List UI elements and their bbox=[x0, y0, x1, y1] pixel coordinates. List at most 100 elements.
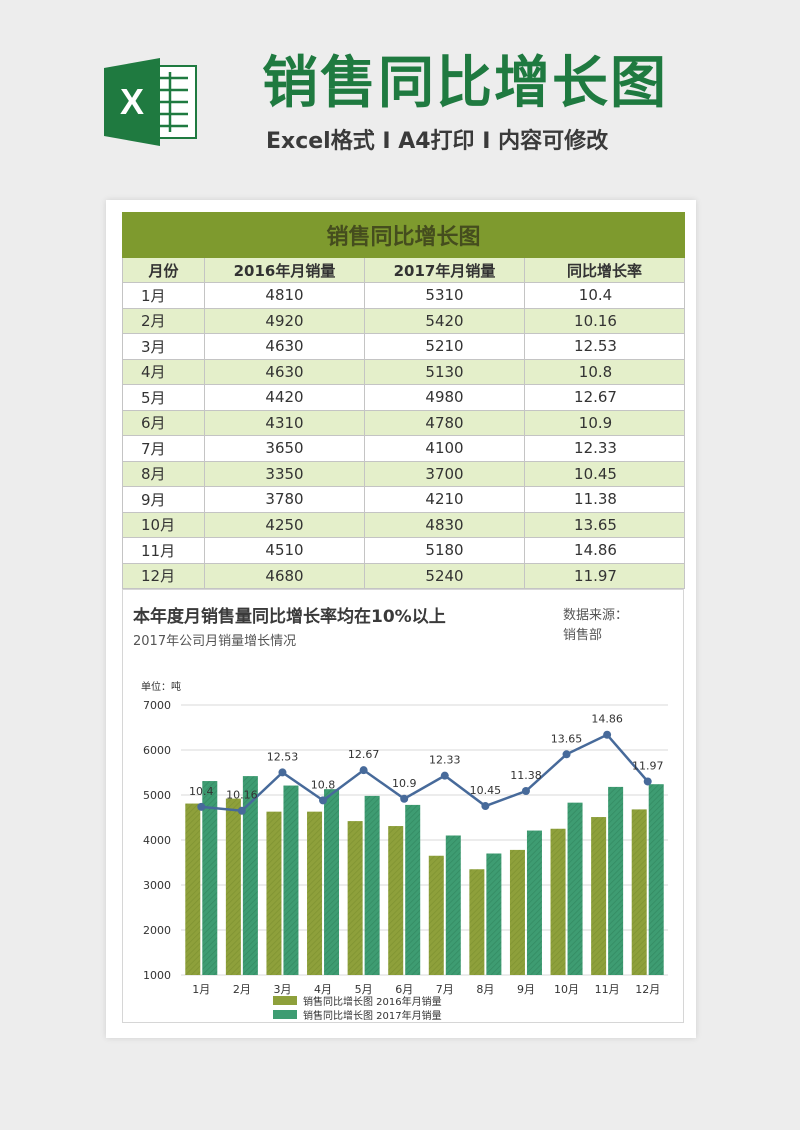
sales-2017-cell: 4980 bbox=[364, 384, 525, 411]
growth-rate-cell: 12.67 bbox=[523, 384, 686, 411]
bar-2017 bbox=[445, 835, 461, 975]
bar-2016 bbox=[509, 849, 525, 975]
table-header-row: 月份 2016年月销量 2017年月销量 同比增长率 bbox=[122, 257, 686, 283]
table-row: 2月 4920 5420 10.16 bbox=[122, 307, 686, 334]
growth-data-label: 12.53 bbox=[267, 750, 299, 763]
page-title: 销售同比增长图 bbox=[262, 51, 668, 116]
table-row: 9月 3780 4210 11.38 bbox=[122, 486, 686, 513]
sales-2017-cell: 5210 bbox=[364, 333, 525, 360]
bar-2016 bbox=[307, 811, 323, 975]
sales-2017-cell: 4780 bbox=[364, 409, 525, 436]
growth-point bbox=[440, 771, 449, 780]
sales-2017-cell: 5310 bbox=[364, 282, 525, 309]
sales-2016-cell: 4250 bbox=[204, 511, 365, 538]
growth-point bbox=[237, 806, 246, 815]
legend-swatch-2016 bbox=[273, 996, 297, 1005]
growth-rate-cell: 10.4 bbox=[523, 282, 686, 309]
legend-swatch-2017 bbox=[273, 1010, 297, 1019]
sales-2016-cell: 4310 bbox=[204, 409, 365, 436]
bar-2017 bbox=[486, 853, 502, 975]
chart-title: 本年度月销售量同比增长率均在10%以上 bbox=[133, 607, 446, 627]
bar-2016 bbox=[347, 821, 363, 975]
growth-data-label: 10.16 bbox=[226, 789, 258, 802]
x-tick-label: 10月 bbox=[554, 983, 579, 996]
sales-2016-cell: 4680 bbox=[204, 562, 365, 589]
header-growth: 同比增长率 bbox=[523, 257, 686, 283]
chart-panel: 本年度月销售量同比增长率均在10%以上 2017年公司月销量增长情况 数据来源：… bbox=[122, 589, 684, 1023]
month-cell: 7月 bbox=[122, 435, 205, 462]
source-value: 销售部 bbox=[563, 628, 603, 643]
growth-data-label: 12.67 bbox=[348, 748, 380, 761]
sales-2017-cell: 4100 bbox=[364, 435, 525, 462]
chart-subtitle: 2017年公司月销量增长情况 bbox=[133, 634, 297, 649]
bar-2017 bbox=[364, 795, 380, 975]
sales-2017-cell: 3700 bbox=[364, 460, 525, 487]
bar-2016 bbox=[631, 809, 647, 975]
bar-2017 bbox=[648, 784, 664, 975]
month-cell: 6月 bbox=[122, 409, 205, 436]
bar-2016 bbox=[428, 855, 444, 975]
y-tick-label: 5000 bbox=[143, 789, 171, 802]
table-row: 7月 3650 4100 12.33 bbox=[122, 435, 686, 462]
x-tick-label: 12月 bbox=[635, 983, 660, 996]
sales-2016-cell: 4510 bbox=[204, 537, 365, 564]
x-tick-label: 5月 bbox=[355, 983, 373, 996]
y-tick-label: 3000 bbox=[143, 879, 171, 892]
sales-2016-cell: 4630 bbox=[204, 358, 365, 385]
legend-label-2017: 销售同比增长图 2017年月销量 bbox=[303, 1009, 442, 1022]
bar-2016 bbox=[266, 811, 282, 975]
growth-point bbox=[562, 750, 571, 759]
bar-2016 bbox=[225, 798, 241, 975]
sales-2016-cell: 4810 bbox=[204, 282, 365, 309]
page-subtitle: Excel格式 I A4打印 I 内容可修改 bbox=[266, 129, 609, 154]
legend-label-2016: 销售同比增长图 2016年月销量 bbox=[303, 995, 442, 1008]
bar-2017 bbox=[324, 789, 340, 975]
sales-2017-cell: 4210 bbox=[364, 486, 525, 513]
chart-source: 数据来源： 销售部 bbox=[563, 606, 663, 646]
growth-data-label: 10.4 bbox=[189, 785, 214, 798]
x-tick-label: 3月 bbox=[273, 983, 291, 996]
sales-2016-cell: 4420 bbox=[204, 384, 365, 411]
growth-point bbox=[521, 787, 530, 796]
month-cell: 1月 bbox=[122, 282, 205, 309]
growth-rate-cell: 10.9 bbox=[523, 409, 686, 436]
source-label: 数据来源： bbox=[563, 608, 629, 623]
sales-2017-cell: 5240 bbox=[364, 562, 525, 589]
growth-data-label: 11.97 bbox=[632, 759, 664, 772]
table-row: 11月 4510 5180 14.86 bbox=[122, 537, 686, 564]
growth-line bbox=[201, 733, 649, 813]
excel-logo-letter: X bbox=[120, 81, 144, 122]
sales-2016-cell: 3650 bbox=[204, 435, 365, 462]
x-tick-label: 7月 bbox=[436, 983, 454, 996]
bar-2017 bbox=[608, 786, 624, 975]
sales-2017-cell: 5130 bbox=[364, 358, 525, 385]
growth-data-label: 12.33 bbox=[429, 754, 461, 767]
sales-table: 销售同比增长图 月份 2016年月销量 2017年月销量 同比增长率 1月 481… bbox=[121, 212, 686, 589]
bar-2016 bbox=[388, 826, 404, 975]
growth-point bbox=[197, 802, 206, 811]
sales-2016-cell: 4630 bbox=[204, 333, 365, 360]
header: X 销售同比增长图 Excel格式 I A4打印 I 内容可修改 bbox=[0, 0, 800, 200]
growth-data-label: 10.8 bbox=[311, 778, 336, 791]
growth-point bbox=[643, 777, 652, 786]
table-row: 8月 3350 3700 10.45 bbox=[122, 460, 686, 487]
table-title: 销售同比增长图 bbox=[121, 212, 686, 258]
growth-rate-cell: 10.16 bbox=[523, 307, 686, 334]
month-cell: 3月 bbox=[122, 333, 205, 360]
excel-icon: X bbox=[104, 58, 197, 146]
table-row: 1月 4810 5310 10.4 bbox=[122, 282, 686, 309]
table-row: 3月 4630 5210 12.53 bbox=[122, 333, 686, 360]
month-cell: 4月 bbox=[122, 358, 205, 385]
bar-2016 bbox=[185, 803, 201, 975]
header-2017: 2017年月销量 bbox=[364, 257, 525, 283]
month-cell: 2月 bbox=[122, 307, 205, 334]
bar-2017 bbox=[405, 804, 421, 975]
header-month: 月份 bbox=[122, 257, 205, 283]
table-row: 10月 4250 4830 13.65 bbox=[122, 511, 686, 538]
table-row: 4月 4630 5130 10.8 bbox=[122, 358, 686, 385]
growth-rate-cell: 11.97 bbox=[523, 562, 686, 589]
x-tick-label: 11月 bbox=[595, 983, 620, 996]
x-tick-label: 1月 bbox=[192, 983, 210, 996]
unit-label: 单位：吨 bbox=[141, 680, 181, 693]
month-cell: 8月 bbox=[122, 460, 205, 487]
